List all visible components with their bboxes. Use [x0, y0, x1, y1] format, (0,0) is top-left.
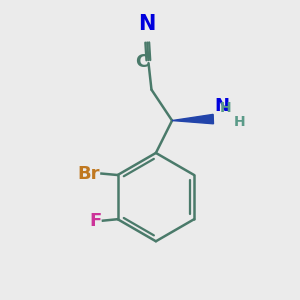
- Text: N: N: [138, 14, 156, 34]
- Text: H: H: [233, 115, 245, 129]
- Polygon shape: [172, 114, 214, 124]
- Text: N: N: [215, 97, 230, 115]
- Text: F: F: [89, 212, 101, 230]
- Text: C: C: [135, 53, 149, 71]
- Text: Br: Br: [77, 165, 100, 183]
- Text: H: H: [220, 101, 232, 115]
